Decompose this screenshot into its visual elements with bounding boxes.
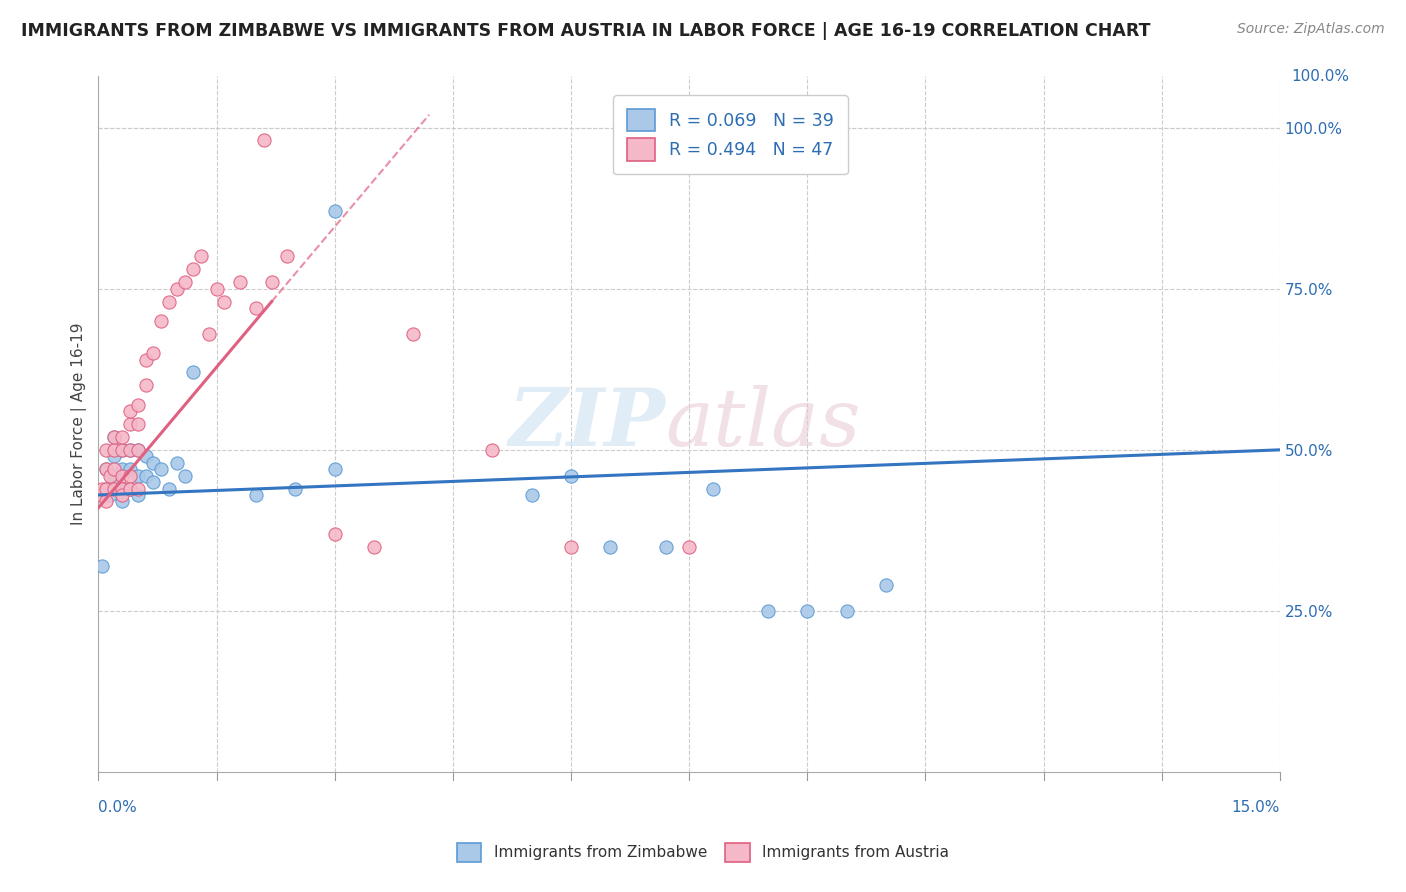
Point: [103, 475, 125, 489]
Point: [90, 488, 112, 502]
Point: [142, 456, 165, 470]
Point: [205, 282, 228, 296]
Point: [260, 275, 283, 289]
Point: [111, 494, 134, 508]
Point: [96, 462, 118, 476]
Point: [166, 456, 188, 470]
Point: [181, 366, 204, 380]
Point: [118, 482, 141, 496]
Point: [245, 488, 267, 502]
Point: [560, 540, 582, 554]
Point: [654, 540, 676, 554]
Text: 0.0%: 0.0%: [98, 800, 138, 815]
Point: [190, 250, 212, 264]
Point: [98, 468, 121, 483]
Point: [111, 462, 134, 476]
Point: [150, 462, 173, 476]
Point: [166, 282, 188, 296]
Point: [103, 482, 125, 496]
Text: 15.0%: 15.0%: [1232, 800, 1279, 815]
Point: [98, 488, 121, 502]
Point: [96, 494, 118, 508]
Point: [135, 468, 157, 483]
Point: [142, 475, 165, 489]
Point: [118, 462, 141, 476]
Point: [103, 450, 125, 464]
Point: [96, 482, 118, 496]
Point: [111, 442, 134, 457]
Point: [135, 352, 157, 367]
Point: [157, 482, 180, 496]
Point: [127, 398, 149, 412]
Point: [520, 488, 543, 502]
Point: [402, 326, 425, 341]
Point: [127, 442, 149, 457]
Point: [127, 482, 149, 496]
Point: [111, 468, 134, 483]
Text: IMMIGRANTS FROM ZIMBABWE VS IMMIGRANTS FROM AUSTRIA IN LABOR FORCE | AGE 16-19 C: IMMIGRANTS FROM ZIMBABWE VS IMMIGRANTS F…: [21, 22, 1150, 40]
Point: [118, 482, 141, 496]
Point: [103, 442, 125, 457]
Point: [174, 275, 197, 289]
Point: [118, 442, 141, 457]
Point: [118, 442, 141, 457]
Point: [96, 462, 118, 476]
Point: [229, 275, 252, 289]
Text: Source: ZipAtlas.com: Source: ZipAtlas.com: [1237, 22, 1385, 37]
Point: [91, 482, 114, 496]
Point: [96, 442, 118, 457]
Point: [245, 301, 267, 315]
Point: [702, 482, 724, 496]
Point: [756, 604, 779, 618]
Point: [91, 558, 114, 573]
Point: [96, 482, 118, 496]
Point: [835, 604, 858, 618]
Point: [560, 468, 582, 483]
Point: [678, 540, 700, 554]
Point: [875, 578, 897, 592]
Point: [103, 462, 125, 476]
Text: ZIP: ZIP: [509, 385, 665, 463]
Point: [323, 526, 346, 541]
Point: [796, 604, 818, 618]
Text: atlas: atlas: [665, 385, 860, 463]
Point: [142, 346, 165, 360]
Point: [127, 417, 149, 431]
Point: [197, 326, 219, 341]
Point: [103, 430, 125, 444]
Point: [118, 468, 141, 483]
Point: [599, 540, 621, 554]
Point: [103, 468, 125, 483]
Point: [276, 250, 298, 264]
Point: [127, 442, 149, 457]
Point: [111, 442, 134, 457]
Point: [111, 488, 134, 502]
Point: [157, 294, 180, 309]
Point: [127, 468, 149, 483]
Point: [118, 404, 141, 418]
Point: [103, 430, 125, 444]
Point: [214, 294, 236, 309]
Point: [363, 540, 385, 554]
Legend: Immigrants from Zimbabwe, Immigrants from Austria: Immigrants from Zimbabwe, Immigrants fro…: [451, 837, 955, 868]
Point: [253, 133, 276, 147]
Point: [181, 262, 204, 277]
Point: [150, 314, 173, 328]
Legend: R = 0.069   N = 39, R = 0.494   N = 47: R = 0.069 N = 39, R = 0.494 N = 47: [613, 95, 848, 175]
Point: [323, 204, 346, 219]
Point: [111, 430, 134, 444]
Text: 100.0%: 100.0%: [1292, 69, 1350, 84]
Point: [135, 450, 157, 464]
Point: [284, 482, 307, 496]
Y-axis label: In Labor Force | Age 16-19: In Labor Force | Age 16-19: [72, 323, 87, 525]
Point: [174, 468, 197, 483]
Point: [127, 488, 149, 502]
Point: [481, 442, 503, 457]
Point: [135, 378, 157, 392]
Point: [323, 462, 346, 476]
Point: [111, 482, 134, 496]
Point: [118, 417, 141, 431]
Point: [111, 482, 134, 496]
